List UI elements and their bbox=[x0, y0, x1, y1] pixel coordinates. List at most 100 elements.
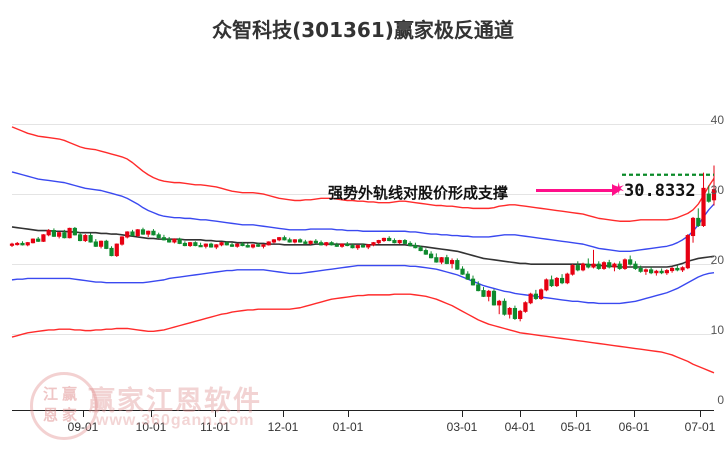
candle-body bbox=[208, 243, 214, 248]
x-axis-label: 11-01 bbox=[200, 420, 230, 434]
plot-area bbox=[9, 124, 717, 410]
candle-body bbox=[570, 265, 575, 275]
candle-body bbox=[528, 293, 533, 304]
candle-body bbox=[486, 290, 491, 297]
annotation-marker-icon: ✶ bbox=[612, 181, 626, 198]
candle-body bbox=[277, 237, 282, 241]
annotation-line bbox=[536, 189, 616, 192]
candle-body bbox=[203, 243, 208, 247]
candle-body bbox=[476, 284, 481, 292]
candle-body bbox=[633, 263, 638, 269]
x-axis-tick bbox=[634, 410, 635, 417]
candle-body bbox=[575, 265, 580, 271]
candle-body bbox=[334, 244, 339, 247]
candle-body bbox=[659, 270, 664, 274]
candle-body bbox=[565, 273, 570, 284]
y-axis-label-30: 30 bbox=[710, 183, 724, 197]
candle-group bbox=[9, 165, 717, 322]
candle-body bbox=[601, 262, 607, 269]
candle-body bbox=[533, 293, 538, 299]
page-title: 众智科技(301361)赢家极反通道 bbox=[212, 18, 514, 42]
candle-body bbox=[439, 257, 444, 263]
candle-body bbox=[502, 300, 507, 315]
price-value-label: 30.8332 bbox=[624, 181, 696, 201]
candle-body bbox=[607, 262, 612, 268]
candle-body bbox=[125, 231, 130, 238]
series-line bbox=[11, 126, 715, 222]
x-axis-tick bbox=[348, 410, 349, 417]
candle-body bbox=[15, 242, 20, 246]
candle-body bbox=[261, 244, 266, 247]
candle-body bbox=[72, 227, 77, 236]
candle-body bbox=[313, 240, 318, 244]
candle-body bbox=[151, 230, 156, 236]
x-axis-label: 04-01 bbox=[504, 420, 536, 434]
candle-body bbox=[41, 234, 46, 242]
candle-body bbox=[554, 277, 559, 287]
x-axis-tick bbox=[520, 410, 521, 417]
candle-body bbox=[62, 232, 67, 239]
candle-body bbox=[245, 245, 250, 248]
candle-body bbox=[109, 247, 114, 257]
y-axis-label-10: 10 bbox=[710, 323, 724, 337]
candle-body bbox=[130, 231, 135, 237]
x-axis-label: 06-01 bbox=[618, 420, 650, 434]
y-axis-label-40: 40 bbox=[710, 113, 724, 127]
candle-body bbox=[580, 263, 586, 271]
candle-body bbox=[455, 260, 460, 270]
candle-body bbox=[690, 217, 696, 237]
candle-body bbox=[51, 230, 57, 237]
candle-body bbox=[523, 302, 528, 312]
candle-body bbox=[444, 257, 449, 264]
candle-body bbox=[88, 235, 93, 243]
candle-body bbox=[711, 189, 717, 201]
candle-body bbox=[376, 240, 381, 244]
gridline bbox=[12, 124, 714, 125]
candle-body bbox=[298, 239, 303, 243]
y-axis-label-20: 20 bbox=[710, 253, 724, 267]
candle-body bbox=[355, 245, 360, 249]
candle-body bbox=[381, 237, 387, 242]
candle-body bbox=[266, 241, 271, 246]
candle-body bbox=[240, 243, 245, 247]
candle-body bbox=[360, 245, 366, 248]
candle-body bbox=[418, 247, 423, 252]
candle-body bbox=[224, 242, 229, 246]
candle-body bbox=[256, 244, 261, 247]
candle-body bbox=[271, 239, 277, 243]
candle-body bbox=[586, 263, 591, 268]
candle-body bbox=[512, 307, 518, 319]
candle-body bbox=[193, 242, 198, 247]
candle-body bbox=[675, 267, 680, 271]
candle-body bbox=[229, 244, 235, 247]
candle-body bbox=[308, 240, 313, 244]
candle-body bbox=[491, 290, 497, 306]
candle-body bbox=[539, 289, 544, 299]
candle-body bbox=[114, 243, 119, 257]
candle-body bbox=[287, 239, 292, 243]
x-axis-label: 10-01 bbox=[135, 420, 167, 434]
candle-body bbox=[156, 234, 161, 239]
candle-body bbox=[172, 238, 177, 243]
x-axis-line bbox=[12, 410, 714, 411]
candle-body bbox=[591, 263, 596, 268]
candle-body bbox=[408, 242, 413, 247]
candle-body bbox=[219, 242, 224, 246]
gridline bbox=[12, 264, 714, 265]
candle-body bbox=[413, 245, 418, 249]
candle-body bbox=[612, 263, 617, 268]
candle-body bbox=[282, 237, 287, 241]
candle-body bbox=[680, 267, 685, 271]
candle-body bbox=[77, 234, 83, 242]
candle-body bbox=[9, 243, 15, 246]
candle-body bbox=[638, 267, 643, 272]
candle-body bbox=[664, 270, 669, 274]
candle-body bbox=[83, 235, 88, 242]
y-axis-label-0: 0 bbox=[717, 393, 724, 407]
candle-body bbox=[685, 235, 690, 269]
annotation-text: 强势外轨线对股价形成支撑 bbox=[328, 184, 509, 202]
candle-body bbox=[696, 217, 701, 227]
candle-body bbox=[292, 239, 297, 243]
candle-body bbox=[93, 241, 98, 247]
